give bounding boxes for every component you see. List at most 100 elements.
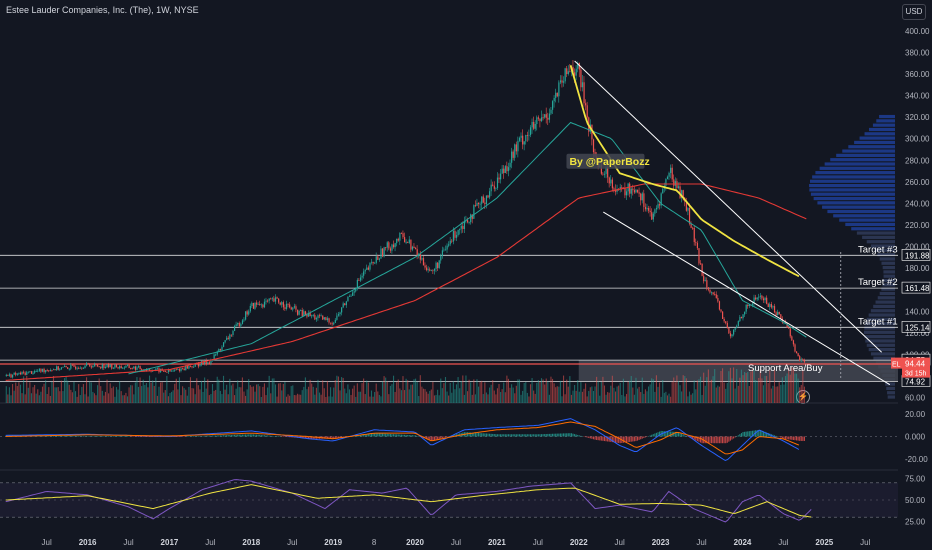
macd-histogram-bar [211, 435, 214, 437]
macd-histogram-bar [670, 431, 672, 437]
macd-histogram-bar [723, 436, 725, 444]
candle-body [438, 260, 440, 268]
candle-body [276, 297, 278, 299]
volume-bar [559, 380, 561, 403]
candle-body [352, 292, 354, 296]
macd-histogram-bar [592, 436, 595, 440]
volume-bar [443, 383, 445, 403]
macd-histogram-bar [673, 431, 675, 437]
macd-histogram-bar [133, 436, 135, 437]
macd-histogram-bar [282, 436, 284, 437]
macd-histogram-bar [599, 436, 601, 441]
volume-profile-bar [865, 322, 895, 326]
candle-body [322, 315, 324, 320]
volume-bar [484, 382, 486, 403]
time-tick-label: Jul [778, 538, 788, 547]
candle-body [517, 140, 519, 152]
candle-body [692, 227, 694, 229]
candle-body [57, 366, 59, 370]
candle-body [309, 313, 311, 317]
volume-bar [613, 387, 615, 403]
volume-bar [361, 383, 363, 403]
volume-bar [381, 381, 384, 403]
candle-body [755, 297, 757, 300]
volume-bar [523, 382, 525, 403]
macd-tick-label: 0.000 [905, 433, 926, 442]
candle-body [128, 364, 130, 369]
volume-bar [352, 388, 354, 403]
macd-histogram-bar [750, 430, 752, 437]
volume-bar [298, 394, 300, 403]
candle-body [122, 367, 124, 369]
macd-histogram-bar [93, 436, 95, 437]
candle-body [736, 326, 738, 329]
macd-histogram-bar [235, 434, 237, 437]
volume-bar [632, 387, 634, 403]
candle-body [603, 173, 606, 175]
volume-bar [681, 391, 683, 403]
candle-body [119, 366, 121, 369]
macd-histogram-bar [270, 435, 272, 437]
macd-histogram-bar [374, 433, 376, 437]
candle-body [43, 368, 45, 373]
candle-body [323, 317, 325, 320]
candle-body [674, 181, 676, 186]
time-tick-label: 2021 [488, 538, 506, 547]
volume-bar [353, 385, 355, 403]
macd-histogram-bar [778, 436, 780, 438]
macd-histogram-bar [59, 435, 61, 437]
volume-bar [248, 379, 250, 403]
candle-body [558, 82, 560, 97]
macd-histogram-bar [273, 435, 275, 437]
volume-bar [592, 390, 595, 403]
macd-histogram-bar [177, 436, 179, 437]
macd-histogram-bar [498, 434, 500, 437]
volume-bar [30, 393, 33, 403]
volume-bar [355, 396, 357, 403]
volume-bar [561, 396, 563, 403]
volume-bar [141, 386, 143, 403]
candle-body [580, 69, 582, 88]
macd-histogram-bar [262, 435, 264, 437]
macd-tick-label: -20.00 [905, 455, 928, 464]
candle-body [400, 232, 403, 234]
candle-body [402, 233, 404, 238]
macd-histogram-bar [500, 434, 502, 437]
volume-bar [158, 386, 160, 403]
volume-bar [629, 380, 631, 403]
macd-histogram-bar [410, 435, 412, 437]
macd-histogram-bar [180, 436, 182, 437]
macd-histogram-bar [147, 436, 149, 437]
macd-histogram-bar [389, 434, 391, 437]
macd-histogram-bar [219, 435, 221, 437]
candle-body [665, 179, 667, 186]
moving-average-green [128, 121, 807, 375]
macd-histogram-bar [54, 435, 56, 437]
candle-body [10, 374, 12, 378]
level-tag-label: 74.92 [905, 378, 926, 387]
macd-histogram-bar [695, 436, 697, 441]
volume-bar [800, 384, 802, 403]
volume-bar [380, 396, 382, 403]
macd-histogram-bar [260, 435, 262, 437]
volume-bar [309, 379, 311, 403]
volume-profile-bar [836, 153, 895, 157]
candle-body [133, 366, 135, 369]
candle-body [145, 369, 148, 371]
volume-bar [674, 382, 676, 403]
candle-body [380, 248, 382, 259]
volume-bar [229, 378, 231, 403]
macd-histogram-bar [512, 434, 514, 437]
macd-tick-label: 20.00 [905, 410, 926, 419]
macd-histogram-bar [400, 434, 402, 437]
candle-body [296, 309, 299, 315]
macd-histogram-bar [677, 432, 680, 437]
candle-body [496, 177, 499, 189]
currency-button[interactable]: USD [902, 4, 926, 20]
volume-bar [635, 377, 637, 403]
candle-body [394, 243, 396, 248]
macd-histogram-bar [208, 435, 210, 437]
macd-histogram-bar [603, 436, 606, 442]
volume-bar [27, 387, 29, 403]
volume-bar [18, 382, 20, 403]
